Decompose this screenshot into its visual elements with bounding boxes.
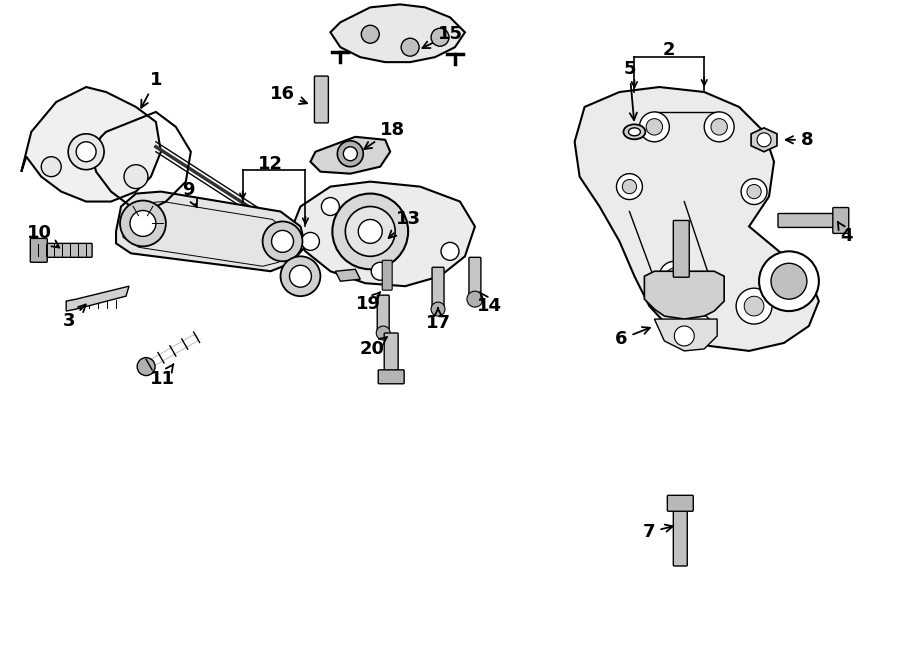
Polygon shape bbox=[310, 137, 391, 174]
Text: 4: 4 bbox=[838, 222, 853, 245]
FancyBboxPatch shape bbox=[673, 509, 688, 566]
Text: 19: 19 bbox=[356, 292, 381, 313]
Circle shape bbox=[124, 165, 148, 188]
Circle shape bbox=[321, 198, 339, 215]
Circle shape bbox=[431, 302, 445, 316]
Text: 17: 17 bbox=[426, 308, 451, 332]
Polygon shape bbox=[67, 286, 129, 311]
Circle shape bbox=[290, 265, 311, 287]
Circle shape bbox=[441, 243, 459, 260]
Circle shape bbox=[639, 112, 670, 142]
Circle shape bbox=[376, 326, 391, 340]
Circle shape bbox=[130, 210, 156, 237]
Circle shape bbox=[646, 118, 662, 135]
Text: 5: 5 bbox=[623, 60, 637, 120]
Circle shape bbox=[674, 326, 694, 346]
Circle shape bbox=[741, 178, 767, 204]
FancyBboxPatch shape bbox=[832, 208, 849, 233]
Circle shape bbox=[736, 288, 772, 324]
Circle shape bbox=[41, 157, 61, 176]
Text: 9: 9 bbox=[183, 180, 197, 207]
FancyArrowPatch shape bbox=[151, 338, 194, 363]
Circle shape bbox=[616, 174, 643, 200]
FancyBboxPatch shape bbox=[314, 76, 328, 123]
Circle shape bbox=[332, 194, 408, 269]
Circle shape bbox=[76, 142, 96, 162]
Text: 20: 20 bbox=[360, 337, 387, 358]
Circle shape bbox=[757, 133, 771, 147]
Circle shape bbox=[361, 25, 379, 43]
Text: 3: 3 bbox=[63, 305, 86, 330]
Ellipse shape bbox=[628, 128, 641, 136]
Polygon shape bbox=[336, 269, 360, 281]
FancyBboxPatch shape bbox=[31, 239, 47, 262]
Circle shape bbox=[467, 291, 483, 307]
Circle shape bbox=[431, 28, 449, 46]
Polygon shape bbox=[291, 182, 475, 286]
Circle shape bbox=[358, 219, 382, 243]
Circle shape bbox=[343, 147, 357, 161]
Circle shape bbox=[688, 314, 711, 338]
Circle shape bbox=[120, 200, 166, 247]
Polygon shape bbox=[752, 128, 777, 152]
Circle shape bbox=[622, 180, 636, 194]
FancyBboxPatch shape bbox=[35, 243, 92, 257]
Text: 8: 8 bbox=[786, 131, 814, 149]
Circle shape bbox=[693, 319, 706, 332]
Ellipse shape bbox=[624, 124, 645, 139]
Text: 14: 14 bbox=[477, 292, 502, 315]
Circle shape bbox=[711, 118, 727, 135]
Circle shape bbox=[263, 221, 302, 261]
Circle shape bbox=[137, 358, 155, 375]
FancyBboxPatch shape bbox=[673, 221, 689, 277]
Circle shape bbox=[759, 251, 819, 311]
Circle shape bbox=[68, 134, 104, 170]
FancyBboxPatch shape bbox=[378, 370, 404, 384]
Text: 11: 11 bbox=[150, 364, 176, 388]
Polygon shape bbox=[654, 319, 717, 351]
FancyBboxPatch shape bbox=[432, 267, 444, 307]
Circle shape bbox=[744, 296, 764, 316]
FancyBboxPatch shape bbox=[384, 333, 398, 377]
FancyBboxPatch shape bbox=[667, 495, 693, 511]
Circle shape bbox=[401, 38, 419, 56]
Text: 6: 6 bbox=[616, 327, 650, 348]
Circle shape bbox=[346, 206, 395, 256]
Polygon shape bbox=[330, 5, 465, 62]
Text: 1: 1 bbox=[141, 71, 162, 108]
FancyBboxPatch shape bbox=[382, 260, 392, 290]
Text: 10: 10 bbox=[27, 225, 59, 248]
Circle shape bbox=[747, 184, 761, 199]
Polygon shape bbox=[644, 271, 724, 319]
Polygon shape bbox=[22, 87, 161, 202]
Text: 16: 16 bbox=[270, 85, 307, 104]
Text: 13: 13 bbox=[389, 210, 420, 238]
FancyBboxPatch shape bbox=[377, 295, 389, 332]
FancyBboxPatch shape bbox=[778, 214, 835, 227]
Circle shape bbox=[272, 231, 293, 253]
FancyBboxPatch shape bbox=[469, 257, 481, 297]
Text: 2: 2 bbox=[663, 41, 676, 59]
Text: 15: 15 bbox=[422, 25, 463, 48]
Circle shape bbox=[704, 112, 734, 142]
Polygon shape bbox=[116, 192, 305, 271]
Text: 18: 18 bbox=[364, 121, 405, 149]
Circle shape bbox=[666, 268, 682, 284]
FancyArrowPatch shape bbox=[151, 338, 194, 363]
Circle shape bbox=[371, 262, 389, 280]
Circle shape bbox=[281, 256, 320, 296]
Circle shape bbox=[338, 141, 364, 167]
Circle shape bbox=[302, 233, 319, 251]
Text: 12: 12 bbox=[258, 155, 284, 173]
Polygon shape bbox=[574, 87, 819, 351]
Circle shape bbox=[771, 263, 807, 299]
Circle shape bbox=[660, 261, 689, 291]
Text: 7: 7 bbox=[644, 523, 672, 541]
